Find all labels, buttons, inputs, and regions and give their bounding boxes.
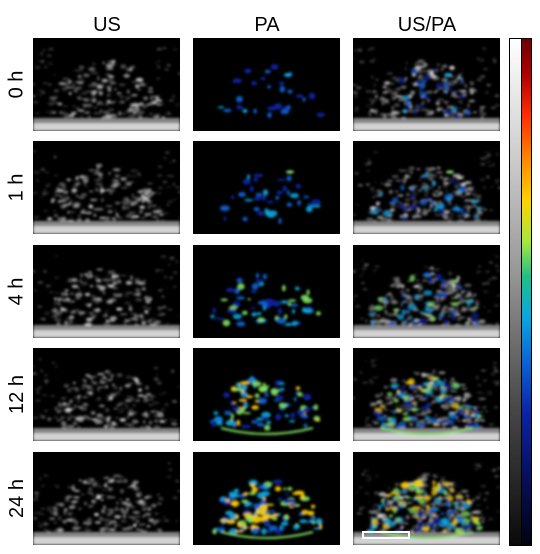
scale-bar <box>362 531 410 539</box>
column-title-pa: PA <box>254 14 280 36</box>
image-panel-pa-row-2 <box>193 245 340 338</box>
row-label-12h: 12 h <box>5 375 28 414</box>
image-panel-us-row-4 <box>33 452 180 545</box>
colorbar-colorscale <box>521 38 532 546</box>
image-panel-pa-row-0 <box>193 38 340 131</box>
image-panel-pa-row-4 <box>193 452 340 545</box>
row-label-0h: 0 h <box>5 70 28 99</box>
colorbar-grayscale <box>509 38 521 546</box>
image-panel-us-pa-row-2 <box>353 245 500 338</box>
column-title-us-pa: US/PA <box>397 14 457 36</box>
image-panel-pa-row-3 <box>193 348 340 441</box>
row-label-24h: 24 h <box>5 479 28 518</box>
image-panel-us-row-3 <box>33 348 180 441</box>
image-panel-us-pa-row-1 <box>353 141 500 234</box>
image-panel-us-row-0 <box>33 38 180 131</box>
image-panel-us-row-1 <box>33 141 180 234</box>
image-panel-pa-row-1 <box>193 141 340 234</box>
row-label-4h: 4 h <box>5 277 28 306</box>
column-title-us: US <box>93 14 121 36</box>
image-panel-us-pa-row-4 <box>353 452 500 545</box>
image-panel-us-pa-row-0 <box>353 38 500 131</box>
row-label-1h: 1 h <box>5 173 28 202</box>
image-panel-us-pa-row-3 <box>353 348 500 441</box>
image-panel-us-row-2 <box>33 245 180 338</box>
